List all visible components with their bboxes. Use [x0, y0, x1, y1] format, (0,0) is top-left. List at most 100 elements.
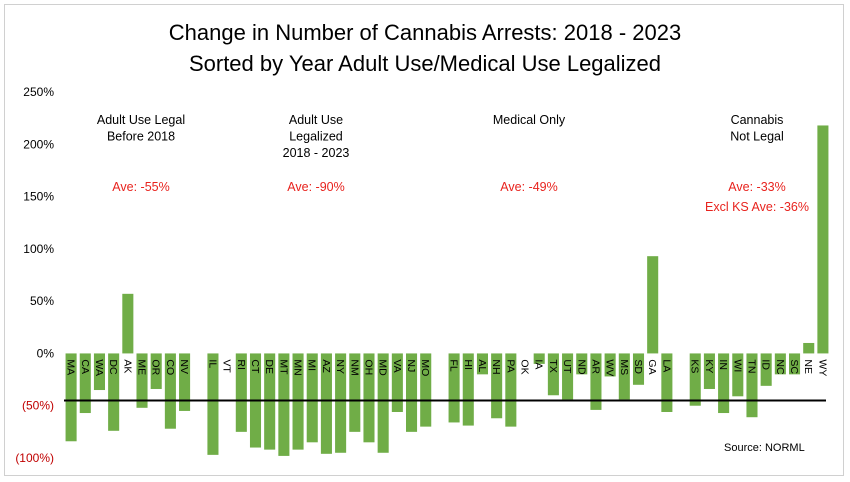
x-tick-label: ND [575, 359, 587, 375]
x-tick-label: NJ [405, 359, 417, 372]
bar-ak [122, 293, 134, 354]
bar-ms [618, 353, 630, 400]
x-tick-label: KS [689, 359, 701, 373]
group-average: Ave: -33% [728, 180, 785, 194]
x-tick-label: VT [221, 359, 233, 373]
group-average-note: Excl KS Ave: -36% [705, 200, 809, 214]
x-tick-label: LA [660, 359, 672, 372]
x-tick-label: IN [717, 359, 729, 370]
group-label: Before 2018 [107, 130, 175, 144]
x-tick-label: KY [703, 359, 715, 373]
bar-fl [448, 353, 460, 423]
bar-ia [533, 353, 545, 364]
group-label: Legalized [289, 130, 343, 144]
bar-tn [746, 353, 758, 418]
x-tick-label: NE [802, 359, 814, 374]
group-label: Adult Use [289, 113, 343, 127]
bar-ky [703, 353, 715, 389]
x-tick-label: TX [547, 359, 559, 372]
group-average: Ave: -55% [112, 180, 169, 194]
x-tick-label: ID [760, 359, 772, 370]
y-tick-label: 0% [37, 346, 55, 360]
bar-or [150, 353, 162, 389]
bar-nh [491, 353, 503, 419]
y-tick-label: 200% [23, 137, 54, 151]
x-tick-label: MI [306, 359, 318, 371]
bar-pa [505, 353, 517, 427]
x-tick-label: MT [277, 359, 289, 375]
x-tick-label: CO [164, 359, 176, 375]
bar-ar [590, 353, 602, 410]
bar-il [207, 353, 219, 455]
group-label: 2018 - 2023 [283, 146, 350, 160]
bar-ks [689, 353, 701, 406]
group-average: Ave: -49% [500, 180, 557, 194]
bar-ut [562, 353, 574, 400]
x-tick-label: FL [448, 359, 460, 371]
x-tick-label: IA [533, 359, 545, 369]
group-average: Ave: -90% [287, 180, 344, 194]
x-tick-label: SD [632, 359, 644, 374]
bar-ma [65, 353, 77, 442]
y-tick-label: 250% [23, 85, 54, 99]
x-tick-label: HI [462, 359, 474, 370]
bar-sc [789, 353, 801, 375]
x-tick-label: OK [519, 359, 531, 374]
x-tick-label: MD [377, 359, 389, 376]
bar-mi [306, 353, 318, 443]
bar-ga [647, 256, 659, 354]
bar-wy [817, 125, 829, 354]
bar-mn [292, 353, 304, 450]
x-tick-label: MO [419, 359, 431, 376]
x-tick-label: AL [476, 359, 488, 372]
x-tick-label: AZ [320, 359, 332, 373]
x-tick-label: IL [206, 359, 218, 368]
bar-wa [93, 353, 105, 391]
x-tick-label: WA [93, 359, 105, 376]
x-tick-label: OH [362, 359, 374, 375]
bar-mo [420, 353, 432, 427]
x-tick-label: UT [561, 359, 573, 374]
bar-wi [732, 353, 744, 397]
bar-nj [406, 353, 418, 432]
chart-subtitle: Sorted by Year Adult Use/Medical Use Leg… [188, 51, 662, 76]
x-tick-label: WV [604, 359, 616, 376]
x-tick-label: CA [79, 359, 91, 374]
bar-ca [79, 353, 91, 414]
bar-oh [363, 353, 375, 443]
chart-title: Change in Number of Cannabis Arrests: 20… [168, 20, 682, 45]
bar-wv [604, 353, 616, 377]
x-tick-label: WI [731, 359, 743, 372]
source-note: Source: NORML [724, 442, 805, 454]
x-tick-label: AR [589, 359, 601, 374]
bar-ri [235, 353, 247, 432]
x-tick-label: NC [774, 359, 786, 375]
bar-nm [349, 353, 361, 432]
x-tick-label: NY [334, 359, 346, 374]
y-tick-label: 100% [23, 242, 54, 256]
y-tick-label: (50%) [22, 399, 54, 413]
y-tick-label: 150% [23, 190, 54, 204]
bar-az [320, 353, 332, 454]
x-tick-label: SC [788, 359, 800, 374]
y-tick-label: (100%) [15, 451, 54, 465]
bar-al [476, 353, 488, 375]
x-tick-label: VA [391, 359, 403, 372]
bar-tx [547, 353, 559, 396]
bar-ne [803, 342, 815, 354]
chart-frame [4, 4, 844, 476]
bar-la [661, 353, 673, 412]
x-tick-label: DC [107, 359, 119, 375]
x-tick-label: WY [816, 359, 828, 376]
x-tick-label: TN [745, 359, 757, 373]
bar-dc [108, 353, 120, 431]
x-tick-label: MS [618, 359, 630, 375]
group-label: Cannabis [731, 113, 784, 127]
x-tick-label: AK [121, 359, 133, 373]
x-tick-label: CT [249, 359, 261, 374]
bar-sd [632, 353, 645, 385]
bar-in [718, 353, 730, 414]
bar-nd [576, 353, 588, 375]
x-tick-label: MA [65, 359, 77, 375]
